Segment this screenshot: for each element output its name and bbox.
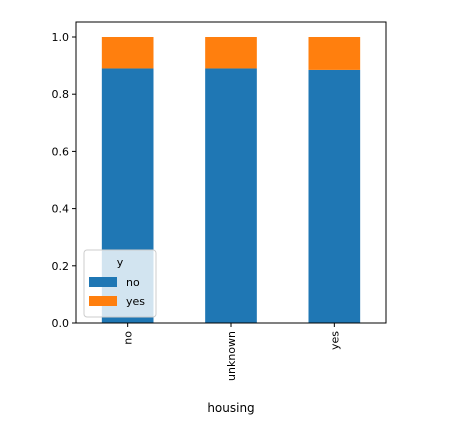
bar-no-yes (101, 37, 154, 69)
x-axis-label: housing (207, 401, 254, 415)
bar-yes-no (308, 69, 361, 323)
legend-swatch-no (89, 277, 117, 287)
legend-swatch-yes (89, 296, 117, 306)
bar-unknown-no (205, 68, 257, 324)
legend-title: y (117, 256, 124, 269)
x-tick-label-no: no (122, 331, 135, 345)
x-ticks: no unknown yes (122, 323, 341, 381)
bar-yes-yes (308, 37, 361, 70)
legend-label-yes: yes (126, 295, 145, 308)
y-ticks: 0.0 0.2 0.4 0.6 0.8 1.0 (52, 31, 76, 330)
y-tick-label: 0.2 (52, 260, 70, 273)
bars-layer (101, 37, 361, 324)
y-tick-label: 0.0 (52, 317, 70, 330)
bar-unknown-yes (205, 37, 257, 69)
legend-label-no: no (126, 276, 140, 289)
x-tick-label-unknown: unknown (225, 331, 238, 381)
y-tick-label: 0.8 (52, 88, 70, 101)
y-tick-label: 0.4 (52, 203, 70, 216)
x-tick-label-yes: yes (328, 331, 341, 350)
y-tick-label: 1.0 (52, 31, 70, 44)
y-tick-label: 0.6 (52, 145, 70, 158)
legend: y no yes (83, 249, 157, 318)
